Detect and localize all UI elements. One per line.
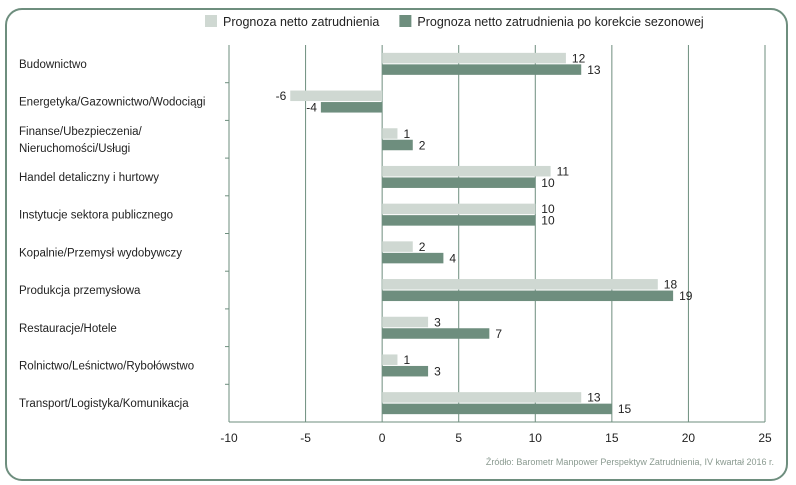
data-label: 7 — [495, 327, 502, 341]
bar-series2 — [382, 139, 413, 151]
x-tick-label: 15 — [605, 431, 619, 445]
legend-label: Prognoza netto zatrudnienia — [223, 15, 379, 29]
category-label: Instytucje sektora publicznego — [19, 210, 173, 222]
category-label: Nieruchomości/Usługi — [19, 143, 130, 155]
category-label: Rolnictwo/Leśnictwo/Rybołówstwo — [19, 360, 194, 372]
bar-series1 — [382, 52, 566, 64]
data-label: 15 — [618, 402, 632, 416]
data-label: 12 — [572, 51, 586, 65]
data-label: 10 — [541, 202, 555, 216]
category-label: Handel detaliczny i hurtowy — [19, 172, 159, 184]
bar-series1 — [382, 279, 658, 290]
data-label: -6 — [276, 89, 287, 103]
bar-series1 — [382, 354, 398, 365]
bar-series2 — [382, 64, 582, 75]
bar-series2 — [382, 215, 536, 226]
bar-series1 — [382, 241, 413, 252]
data-label: 11 — [557, 164, 570, 178]
data-label: 10 — [541, 176, 555, 190]
data-label: 1 — [403, 353, 410, 367]
data-label: 1 — [403, 127, 410, 141]
category-label: Restauracje/Hotele — [19, 323, 117, 335]
bar-series1 — [382, 165, 551, 177]
bar-series1 — [382, 392, 582, 403]
bar-series2 — [382, 177, 536, 188]
bar-series1 — [382, 128, 398, 139]
data-label: 4 — [449, 251, 456, 265]
bar-series2 — [320, 102, 383, 113]
category-label: Produkcja przemysłowa — [19, 285, 141, 297]
x-tick-label: 25 — [758, 431, 772, 445]
bar-series2 — [382, 328, 490, 339]
bar-series2 — [382, 252, 444, 264]
x-tick-label: 10 — [529, 431, 543, 445]
data-label: 2 — [419, 240, 426, 254]
category-label: Kopalnie/Przemysł wydobywczy — [19, 247, 182, 259]
bar-series1 — [382, 203, 536, 215]
data-label: 3 — [434, 364, 441, 378]
bar-series2 — [382, 290, 674, 302]
data-label: 10 — [541, 214, 555, 228]
legend-swatch — [399, 15, 412, 27]
x-tick-label: 0 — [379, 431, 386, 445]
data-label: 19 — [679, 289, 693, 303]
category-label: Budownictwo — [19, 59, 87, 71]
data-label: -4 — [306, 101, 317, 115]
x-tick-label: -10 — [220, 431, 238, 445]
x-tick-label: -5 — [300, 431, 311, 445]
category-label: Finanse/Ubezpieczenia/ — [19, 126, 143, 138]
legend-label: Prognoza netto zatrudnienia po korekcie … — [417, 15, 703, 29]
legend-swatch — [205, 15, 217, 27]
bar-series1 — [382, 316, 429, 328]
bar-series2 — [382, 365, 429, 377]
category-label: Energetyka/Gazownictwo/Wodociągi — [19, 97, 205, 109]
chart-border — [5, 8, 788, 481]
category-label: Transport/Logistyka/Komunikacja — [19, 398, 189, 410]
x-tick-label: 5 — [455, 431, 462, 445]
data-label: 3 — [434, 315, 441, 329]
bar-series2 — [382, 403, 612, 415]
x-tick-label: 20 — [682, 431, 696, 445]
data-label: 13 — [587, 63, 601, 77]
data-label: 18 — [664, 278, 678, 292]
data-label: 2 — [419, 138, 426, 152]
data-label: 13 — [587, 391, 601, 405]
source-note: Źródło: Barometr Manpower Perspektyw Zat… — [485, 457, 774, 467]
bar-series1 — [290, 90, 383, 102]
